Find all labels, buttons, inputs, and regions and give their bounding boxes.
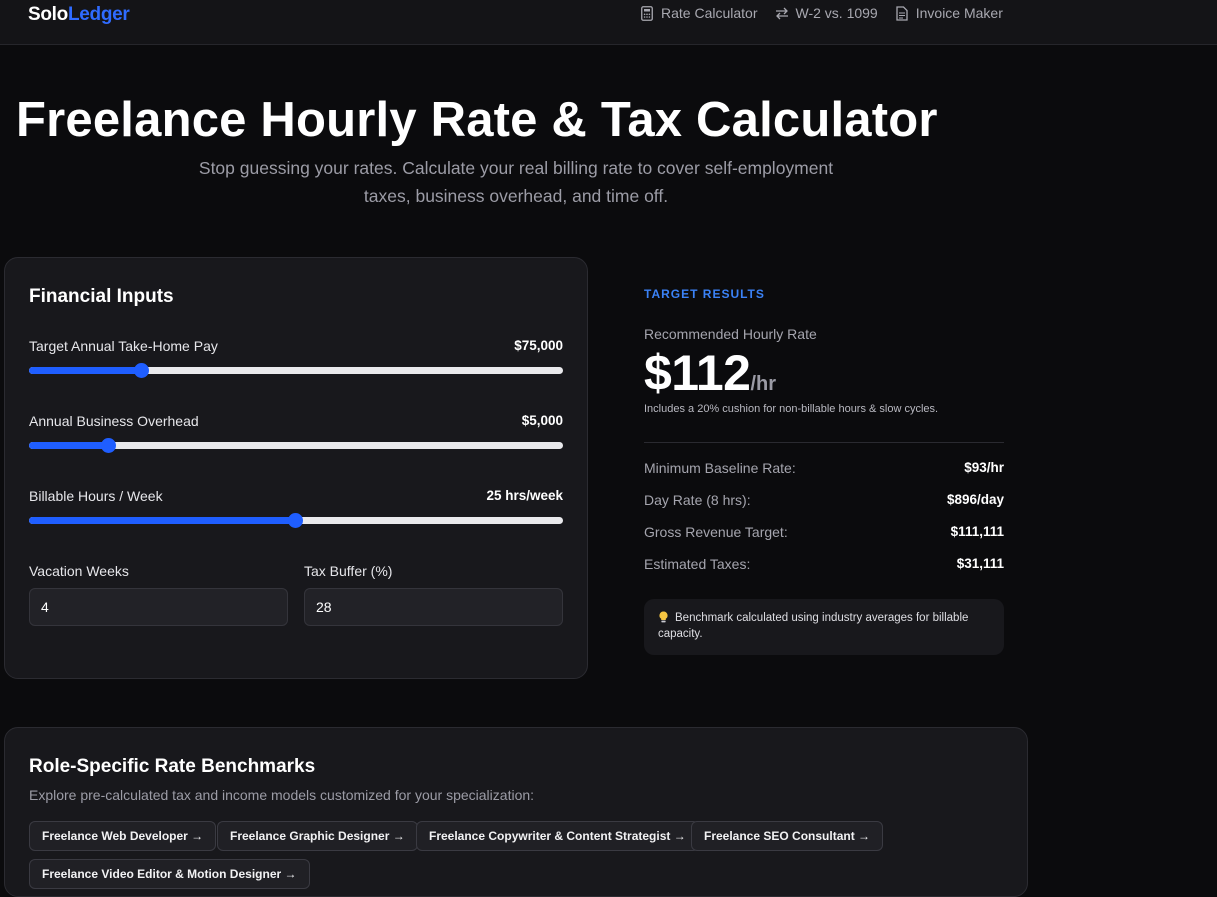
nav-invoice-maker[interactable]: Invoice Maker bbox=[895, 5, 1003, 21]
business-overhead-slider-fill bbox=[29, 442, 109, 449]
take-home-pay-value: $75,000 bbox=[514, 338, 563, 353]
role-benchmarks-title: Role-Specific Rate Benchmarks bbox=[29, 756, 316, 777]
business-overhead-value: $5,000 bbox=[521, 413, 563, 428]
vacation-weeks-field: Vacation Weeks bbox=[29, 563, 288, 626]
tax-buffer-input[interactable] bbox=[304, 588, 563, 626]
result-row-day-rate: Day Rate (8 hrs): $896/day bbox=[644, 492, 1004, 508]
billable-hours-slider-fill bbox=[29, 517, 296, 524]
document-icon bbox=[895, 5, 909, 21]
calculator-icon bbox=[640, 5, 654, 21]
tax-buffer-field: Tax Buffer (%) bbox=[304, 563, 563, 626]
chip-web-developer[interactable]: Freelance Web Developer → bbox=[29, 821, 217, 851]
recommended-rate-note: Includes a 20% cushion for non-billable … bbox=[644, 403, 939, 415]
result-row-minimum-baseline: Minimum Baseline Rate: $93/hr bbox=[644, 460, 1004, 476]
lightbulb-icon bbox=[658, 611, 669, 623]
business-overhead-slider[interactable] bbox=[29, 438, 563, 453]
take-home-pay-slider[interactable] bbox=[29, 363, 563, 378]
swap-arrows-icon bbox=[775, 5, 789, 21]
billable-hours-value: 25 hrs/week bbox=[486, 488, 563, 503]
chip-video-editor[interactable]: Freelance Video Editor & Motion Designer… bbox=[29, 859, 310, 889]
nav-invoice-maker-label: Invoice Maker bbox=[915, 5, 1003, 21]
vacation-weeks-input[interactable] bbox=[29, 588, 288, 626]
financial-inputs-title: Financial Inputs bbox=[29, 286, 174, 307]
billable-hours-label: Billable Hours / Week bbox=[29, 488, 163, 504]
top-navigation-bar: SoloLedger Rate Calculator W-2 vs. 1099 … bbox=[0, 0, 1217, 45]
recommended-rate-value: $112/hr bbox=[644, 345, 777, 401]
business-overhead-label: Annual Business Overhead bbox=[29, 413, 199, 429]
nav-w2-vs-1099[interactable]: W-2 vs. 1099 bbox=[775, 5, 878, 21]
nav-rate-calculator-label: Rate Calculator bbox=[661, 5, 758, 21]
brand-logo[interactable]: SoloLedger bbox=[28, 4, 130, 25]
billable-hours-slider-thumb[interactable] bbox=[288, 513, 304, 528]
benchmark-tip: Benchmark calculated using industry aver… bbox=[644, 599, 1004, 655]
result-row-gross-revenue: Gross Revenue Target: $111,111 bbox=[644, 524, 1004, 540]
recommended-rate-label: Recommended Hourly Rate bbox=[644, 326, 817, 342]
role-benchmarks-subtitle: Explore pre-calculated tax and income mo… bbox=[29, 787, 535, 803]
take-home-pay-slider-fill bbox=[29, 367, 142, 374]
role-benchmarks-card: Role-Specific Rate Benchmarks Explore pr… bbox=[4, 727, 1028, 897]
page-subtitle: Stop guessing your rates. Calculate your… bbox=[198, 158, 834, 206]
vacation-weeks-label: Vacation Weeks bbox=[29, 563, 129, 579]
nav-rate-calculator[interactable]: Rate Calculator bbox=[640, 5, 758, 21]
financial-inputs-card: Financial Inputs Target Annual Take-Home… bbox=[4, 257, 588, 679]
billable-hours-slider[interactable] bbox=[29, 513, 563, 528]
chip-seo-consultant[interactable]: Freelance SEO Consultant → bbox=[691, 821, 884, 851]
results-divider bbox=[644, 442, 1004, 443]
benchmark-tip-text: Benchmark calculated using industry aver… bbox=[658, 612, 969, 640]
business-overhead-slider-thumb[interactable] bbox=[101, 438, 117, 453]
take-home-pay-label: Target Annual Take-Home Pay bbox=[29, 338, 218, 354]
chip-graphic-designer[interactable]: Freelance Graphic Designer → bbox=[217, 821, 418, 851]
page-title: Freelance Hourly Rate & Tax Calculator bbox=[16, 93, 938, 147]
take-home-pay-slider-thumb[interactable] bbox=[134, 363, 150, 378]
main-nav: Rate Calculator W-2 vs. 1099 Invoice Mak… bbox=[640, 5, 1003, 21]
target-results-heading: TARGET RESULTS bbox=[644, 287, 765, 301]
chip-copywriter[interactable]: Freelance Copywriter & Content Strategis… bbox=[416, 821, 699, 851]
result-row-estimated-taxes: Estimated Taxes: $31,111 bbox=[644, 556, 1004, 572]
tax-buffer-label: Tax Buffer (%) bbox=[304, 563, 393, 579]
nav-w2-vs-1099-label: W-2 vs. 1099 bbox=[795, 5, 878, 21]
